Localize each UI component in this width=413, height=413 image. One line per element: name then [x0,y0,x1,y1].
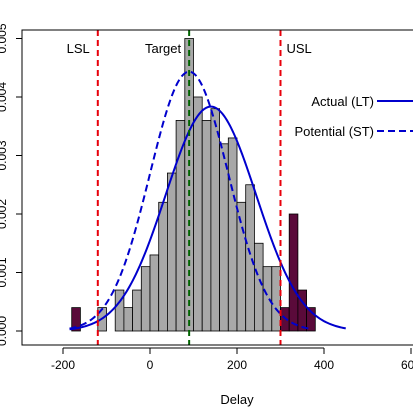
histogram-bar-15 [227,137,238,332]
y-tick-label-1: 0.001 [0,257,9,287]
x-tick-label-1: 0 [147,358,154,372]
legend-label-1: Potential (ST) [295,124,374,139]
histogram-bar-18 [253,242,264,332]
y-tick-label-3: 0.003 [0,140,9,170]
histogram-bar-8 [166,172,177,332]
y-tick-label-5: 0.005 [0,23,9,53]
histogram-bar-11 [193,96,203,332]
histogram-bar-6 [149,254,160,332]
legend: Actual (LT) Potential (ST) [295,94,413,139]
series-line-0 [69,105,346,331]
histogram-bar-24 [306,307,316,332]
x-tick-label-2: 200 [227,358,247,372]
histogram-bar-19 [262,266,273,332]
histogram-bar-4 [132,289,142,332]
y-tick-label-0: 0.000 [0,316,9,346]
y-tick-label-2: 0.002 [0,199,9,229]
spec-lines-group: LSL Target USL [67,30,312,345]
histogram-bar-14 [219,143,229,332]
x-tick-label-3: 400 [314,358,334,372]
x-tick-label-0: -200 [51,358,75,372]
plot-frame [21,29,413,346]
x-axis-label: Delay [220,392,254,407]
histogram-bar-7 [158,201,168,332]
spec-line-label-2: USL [287,41,312,56]
histogram-bar-17 [245,184,255,332]
histogram-bar-0 [71,307,81,332]
x-tick-label-4: 600 [401,358,413,372]
axes-group: -200 0 200 400 600 0.000 0.001 0.002 0.003 0.004 0… [0,23,413,372]
curves-group [69,70,346,331]
histogram-bar-12 [201,120,212,332]
histogram-bar-22 [288,213,299,332]
spec-line-label-0: LSL [67,41,90,56]
histogram-bar-5 [140,266,151,332]
spec-line-label-1: Target [145,41,182,56]
histogram-bar-3 [123,307,134,332]
y-tick-label-4: 0.004 [0,82,9,112]
histogram-bar-13 [210,108,220,332]
bars-group [71,38,316,332]
histogram-bar-20 [271,266,281,332]
legend-label-0: Actual (LT) [311,94,374,109]
